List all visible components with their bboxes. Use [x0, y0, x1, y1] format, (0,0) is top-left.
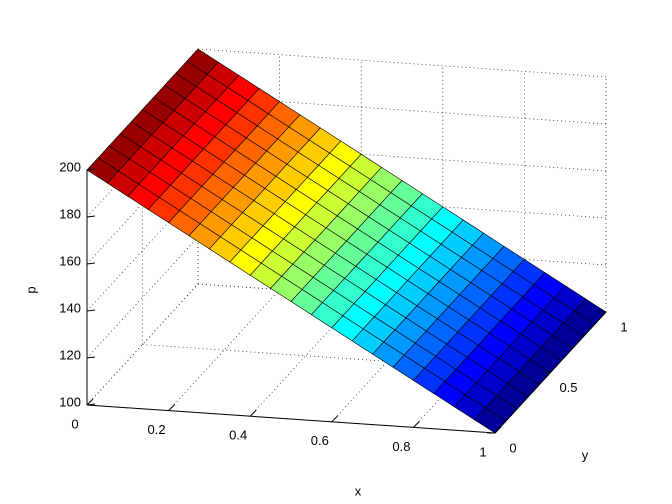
y-tick-label: 0: [509, 440, 516, 455]
x-axis: [86, 404, 496, 434]
x-tick-label: 0.8: [392, 439, 410, 454]
z-tick: [86, 215, 96, 218]
y-axis-label: y: [582, 447, 589, 462]
z-tick: [86, 403, 96, 406]
x-tick: [494, 426, 502, 434]
grid-line: [86, 283, 199, 406]
grid-line: [168, 289, 280, 411]
x-tick: [168, 404, 175, 411]
x-tick: [86, 398, 94, 406]
x-tick: [249, 409, 257, 417]
x-tick-label: 0.6: [311, 433, 329, 448]
z-tick: [86, 262, 96, 265]
x-tick-label: 0: [71, 416, 78, 431]
z-tick-label: 120: [59, 347, 81, 362]
z-tick: [86, 309, 96, 312]
z-axis-label: p: [23, 286, 38, 293]
z-tick-label: 160: [59, 253, 81, 268]
grid-line: [86, 236, 199, 359]
x-tick-label: 0.4: [229, 428, 247, 443]
z-tick: [86, 168, 96, 171]
y-tick-label: 0.5: [559, 380, 577, 395]
x-tick: [413, 421, 420, 428]
z-tick: [86, 356, 96, 359]
x-tick-label: 0.2: [148, 422, 166, 437]
x-tick-label: 1: [479, 444, 486, 459]
z-tick-label: 100: [59, 394, 81, 409]
x-axis-label: x: [355, 483, 362, 498]
z-tick-label: 140: [59, 300, 81, 315]
z-tick-label: 180: [59, 206, 81, 221]
x-tick: [331, 415, 339, 423]
y-tick-label: 1: [620, 319, 627, 334]
grid-line: [197, 48, 607, 78]
z-tick-label: 200: [59, 159, 81, 174]
